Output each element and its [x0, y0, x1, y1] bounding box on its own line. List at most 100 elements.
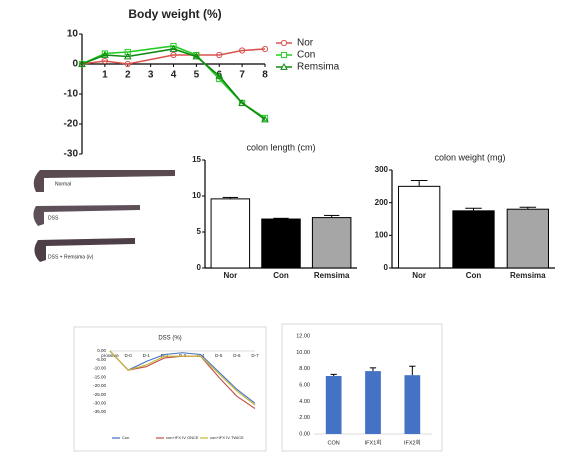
legend-label: Remsima: [297, 62, 340, 73]
marker: [123, 52, 132, 60]
series-line: [81, 48, 266, 121]
y-tick-label: 0.00: [299, 431, 310, 437]
marker: [215, 71, 224, 79]
y-tick-label: 100: [375, 230, 389, 239]
marker: [170, 51, 177, 59]
marker: [169, 44, 178, 52]
y-tick-label: -10: [64, 89, 79, 100]
y-tick-label: -25.00: [93, 392, 106, 397]
y-tick-label: -5.00: [96, 357, 107, 362]
x-tick-label: D-5: [215, 353, 223, 358]
x-tick-label: 1: [102, 70, 108, 81]
x-tick-label: 5: [194, 70, 200, 81]
marker: [78, 59, 86, 67]
legend-label: con+IFX IV ONCE: [166, 435, 199, 440]
bar: [398, 185, 441, 269]
marker: [238, 98, 246, 106]
marker: [239, 47, 246, 54]
x-tick-label: Remsima: [510, 271, 546, 280]
y-tick-label: -10.00: [93, 366, 106, 371]
legend-marker: [280, 62, 288, 70]
legend-label: Nor: [297, 38, 314, 49]
y-tick-label: 10.00: [296, 350, 310, 356]
legend-label: Con: [122, 435, 129, 440]
y-tick-label: 2.00: [299, 415, 310, 421]
marker: [101, 50, 108, 57]
photo-label: DSS + Remsima (iv): [48, 254, 94, 260]
y-tick-label: 4.00: [299, 399, 310, 405]
chart-title: colon weight (mg): [434, 152, 505, 162]
panel-border: [73, 326, 267, 452]
x-tick-label: 2: [125, 70, 131, 81]
bar: [506, 208, 549, 269]
series-line: [109, 350, 256, 409]
bar: [452, 210, 495, 269]
legend-label: Con: [297, 50, 315, 61]
chart-title: Body weight (%): [128, 7, 221, 21]
x-tick-label: Con: [466, 271, 482, 280]
x-tick-label: 3: [148, 70, 154, 81]
bar: [210, 198, 251, 269]
colon-photo: [34, 238, 135, 262]
legend-label: con+IFX IV TWICE: [210, 435, 244, 440]
x-tick-label: prossure: [101, 353, 119, 358]
x-tick-label: D-1: [143, 353, 151, 358]
y-tick-label: 200: [375, 198, 389, 207]
series-line: [81, 48, 266, 65]
marker: [124, 60, 131, 68]
x-tick-label: 7: [239, 70, 245, 81]
marker: [124, 48, 131, 56]
bar: [365, 371, 381, 434]
bar: [261, 218, 301, 269]
y-tick-label: 0.00: [97, 348, 106, 353]
y-tick-label: -15.00: [93, 374, 106, 379]
marker: [101, 50, 109, 58]
series-line: [81, 45, 266, 119]
x-tick-label: Nor: [412, 271, 426, 280]
colon-photo: [33, 205, 140, 226]
photo-label: Normal: [55, 181, 71, 187]
marker: [261, 45, 269, 53]
bar: [404, 375, 421, 434]
x-tick-label: Nor: [223, 271, 237, 280]
x-tick-label: Con: [273, 271, 289, 280]
marker: [192, 52, 201, 60]
x-tick-label: D-0: [124, 353, 132, 358]
y-tick-label: 10: [67, 29, 79, 40]
x-tick-label: D-7: [251, 353, 259, 358]
colon-photo: [33, 170, 175, 192]
panel-border: [281, 323, 443, 452]
y-tick-label: 0: [384, 263, 389, 272]
bar: [311, 217, 352, 269]
marker: [101, 57, 108, 65]
y-tick-label: 6.00: [299, 382, 310, 388]
y-tick-label: 8.00: [299, 366, 310, 372]
series-line: [109, 350, 256, 406]
marker: [261, 115, 269, 123]
marker: [216, 51, 223, 59]
chart-title: colon length (cm): [246, 142, 315, 152]
x-tick-label: IFX2회: [404, 438, 421, 446]
series-line: [109, 350, 256, 404]
x-tick-label: CON: [328, 440, 340, 446]
legend-marker: [280, 51, 288, 59]
y-tick-label: 15: [192, 155, 201, 164]
y-tick-label: -30.00: [93, 400, 106, 405]
y-tick-label: -20.00: [93, 383, 106, 388]
y-tick-label: 12.00: [296, 333, 310, 339]
x-tick-label: D-6: [233, 353, 241, 358]
y-tick-label: 0: [72, 59, 78, 70]
chart-title: DSS (%): [158, 336, 181, 342]
y-tick-label: 5: [197, 227, 202, 236]
x-tick-label: Remsima: [314, 271, 350, 280]
bar: [325, 376, 342, 434]
legend-marker: [280, 39, 288, 47]
y-tick-label: 300: [375, 165, 389, 174]
x-tick-label: IFX1회: [365, 438, 382, 446]
y-tick-label: 10: [192, 191, 201, 200]
y-tick-label: -30: [64, 149, 79, 160]
x-tick-label: 4: [171, 70, 177, 81]
colon-photos: Normal DSS DSS + Remsima (iv): [33, 170, 175, 262]
y-tick-label: -35.00: [93, 409, 106, 414]
